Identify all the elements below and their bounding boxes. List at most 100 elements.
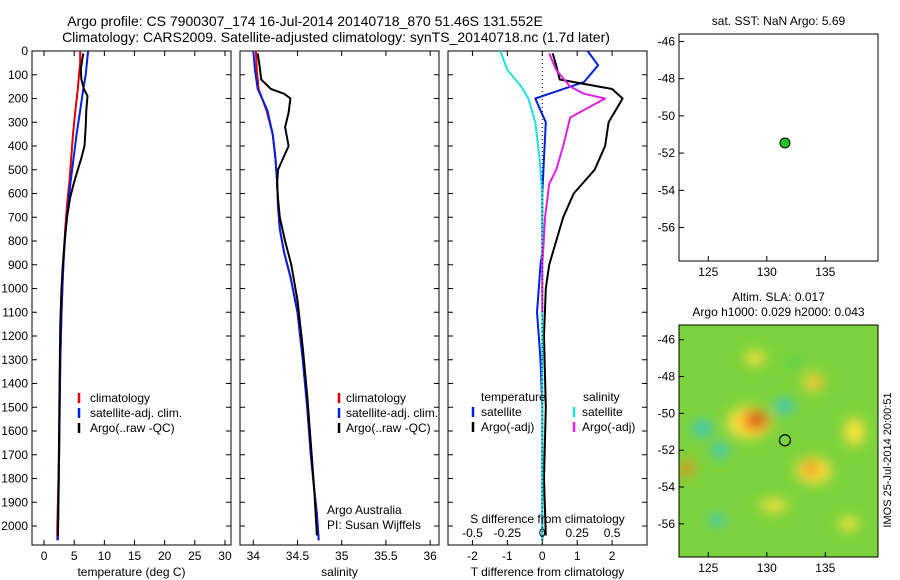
depth-tick-label: 2000 [1, 519, 28, 533]
sla-heatmap [679, 325, 878, 557]
depth-tick-label: 800 [8, 234, 28, 248]
sst-title: sat. SST: NaN Argo: 5.69 [712, 14, 846, 28]
heatmap-blob [749, 412, 766, 425]
difference-panel: -2 -1 0 1 2 T difference from climatology -0.5… [447, 50, 648, 579]
sst_map-ytick-label: -56 [658, 221, 676, 235]
legend-entry: satellite-adj. clim. [90, 406, 182, 420]
argo-annotation: PI: Susan Wijffels [327, 518, 421, 532]
depth-tick-label: 500 [8, 163, 28, 177]
heatmap-blob [839, 516, 858, 531]
heatmap-blob [681, 459, 694, 478]
legend-entry: Argo(..raw -QC) [90, 421, 175, 435]
salinity-frame [239, 50, 440, 546]
heatmap-blob [802, 461, 821, 476]
salinity-xtick-label: 35.5 [374, 549, 398, 563]
imos-side-label: IMOS 25-Jul-2014 20:00:51 [882, 392, 894, 527]
temperature-panel: 0 5 10 15 20 25 300100200300400500600700800900… [1, 44, 232, 579]
temperature-xtick-label: 5 [71, 549, 78, 563]
sst_map-ytick-label: -50 [658, 109, 676, 123]
argo-location-circle [778, 434, 792, 447]
sla_map-ytick-label: -46 [658, 333, 676, 347]
salinity-series-line [256, 53, 318, 536]
depth-tick-label: 400 [8, 139, 28, 153]
sst_map-ytick-label: -46 [658, 34, 676, 48]
legend-entry: Argo(..raw -QC) [346, 421, 431, 435]
sst_map-xtick-label: 135 [815, 265, 835, 279]
difference-frame [447, 50, 648, 546]
salinity-diff-tick-label: 0.5 [604, 526, 621, 540]
sla_map-ytick-label: -52 [658, 443, 676, 457]
heatmap-blob [774, 399, 795, 414]
difference-xtick-label: 0 [539, 549, 546, 563]
legend-entry: satellite [481, 405, 522, 419]
heatmap-blob [759, 499, 788, 512]
depth-tick-label: 1100 [2, 305, 28, 319]
sst_map-xtick-label: 125 [698, 265, 718, 279]
depth-tick-label: 1400 [1, 377, 28, 391]
salinity-xtick-label: 34.5 [286, 549, 310, 563]
sla-map-panel: 125 130 135 -46 -48 -50 -52 -54 -56 Altim. SLA: 0… [658, 290, 894, 575]
heatmap-blob [692, 420, 713, 437]
salinity-diff-tick-label: -0.25 [494, 526, 522, 540]
temperature-xtick-label: 25 [188, 549, 202, 563]
legend-entry: climatology [346, 391, 406, 405]
legend-title-temperature: temperature [481, 390, 546, 404]
legend-entry: Argo(-adj) [582, 420, 635, 434]
temperature-xlabel: temperature (deg C) [77, 565, 185, 579]
difference-series-line [543, 53, 624, 536]
difference-xtick-label: -2 [467, 549, 478, 563]
sst_map-ytick-label: -54 [658, 183, 676, 197]
temperature-series-line [56, 53, 89, 536]
depth-tick-label: 1000 [1, 282, 28, 296]
temperature-xtick-label: 30 [218, 549, 232, 563]
sla-title-line1: Altim. SLA: 0.017 [732, 290, 825, 304]
legend-title-salinity: salinity [583, 390, 620, 404]
heatmap-blob [745, 351, 766, 366]
depth-tick-label: 1200 [1, 329, 28, 343]
depth-tick-label: 200 [8, 92, 28, 106]
argo-annotation: Argo Australia [327, 503, 402, 517]
salinity-series-line [254, 50, 320, 541]
depth-tick-label: 1700 [1, 448, 28, 462]
sla_map-ytick-label: -56 [658, 517, 676, 531]
heatmap-blob [711, 442, 728, 459]
sst_map-xtick-label: 130 [757, 265, 777, 279]
difference-xtick-label: 2 [609, 549, 616, 563]
heatmap-blob [709, 514, 726, 527]
temperature-xtick-label: 15 [128, 549, 142, 563]
salinity-diff-tick-label: -0.5 [462, 526, 483, 540]
salinity-diff-axis-label: S difference from climatology [470, 512, 625, 526]
legend-entry: Argo(-adj) [481, 420, 534, 434]
temperature-xtick-label: 10 [98, 549, 112, 563]
depth-tick-label: 700 [8, 210, 28, 224]
depth-tick-label: 900 [8, 258, 28, 272]
sla_map-ytick-label: -54 [658, 480, 676, 494]
sst-map-panel: 125 130 135 -46 -48 -50 -52 -54 -56 sat. SST: NaN… [658, 14, 879, 279]
argo-location-point [779, 137, 791, 149]
depth-tick-label: 1900 [1, 495, 28, 509]
temperature-xtick-label: 20 [158, 549, 172, 563]
figure-title-line2: Climatology: CARS2009. Satellite-adjuste… [62, 29, 610, 45]
sla_map-xtick-label: 125 [698, 561, 718, 575]
salinity-diff-tick-label: 0 [539, 526, 546, 540]
salinity-diff-tick-label: 0.25 [565, 526, 589, 540]
heatmap-blob [844, 417, 865, 446]
heatmap-blob [785, 355, 804, 368]
difference-xtick-label: 1 [574, 549, 581, 563]
depth-tick-label: 1300 [1, 353, 28, 367]
sla_map-ytick-label: -48 [658, 370, 676, 384]
difference-series-line [541, 53, 607, 313]
sst_map-frame [678, 33, 879, 262]
salinity-xtick-label: 34 [247, 549, 261, 563]
sla_map-xtick-label: 130 [757, 561, 777, 575]
temperature-xtick-label: 0 [41, 549, 48, 563]
salinity-xtick-label: 35 [335, 549, 349, 563]
salinity-xtick-label: 36 [423, 549, 437, 563]
figure-title-line1: Argo profile: CS 7900307_174 16-Jul-2014… [67, 13, 543, 29]
depth-tick-label: 100 [8, 68, 28, 82]
difference-series-line [499, 50, 544, 541]
legend-entry: satellite [582, 405, 623, 419]
difference-xtick-label: -1 [502, 549, 513, 563]
depth-tick-label: 0 [21, 44, 28, 58]
